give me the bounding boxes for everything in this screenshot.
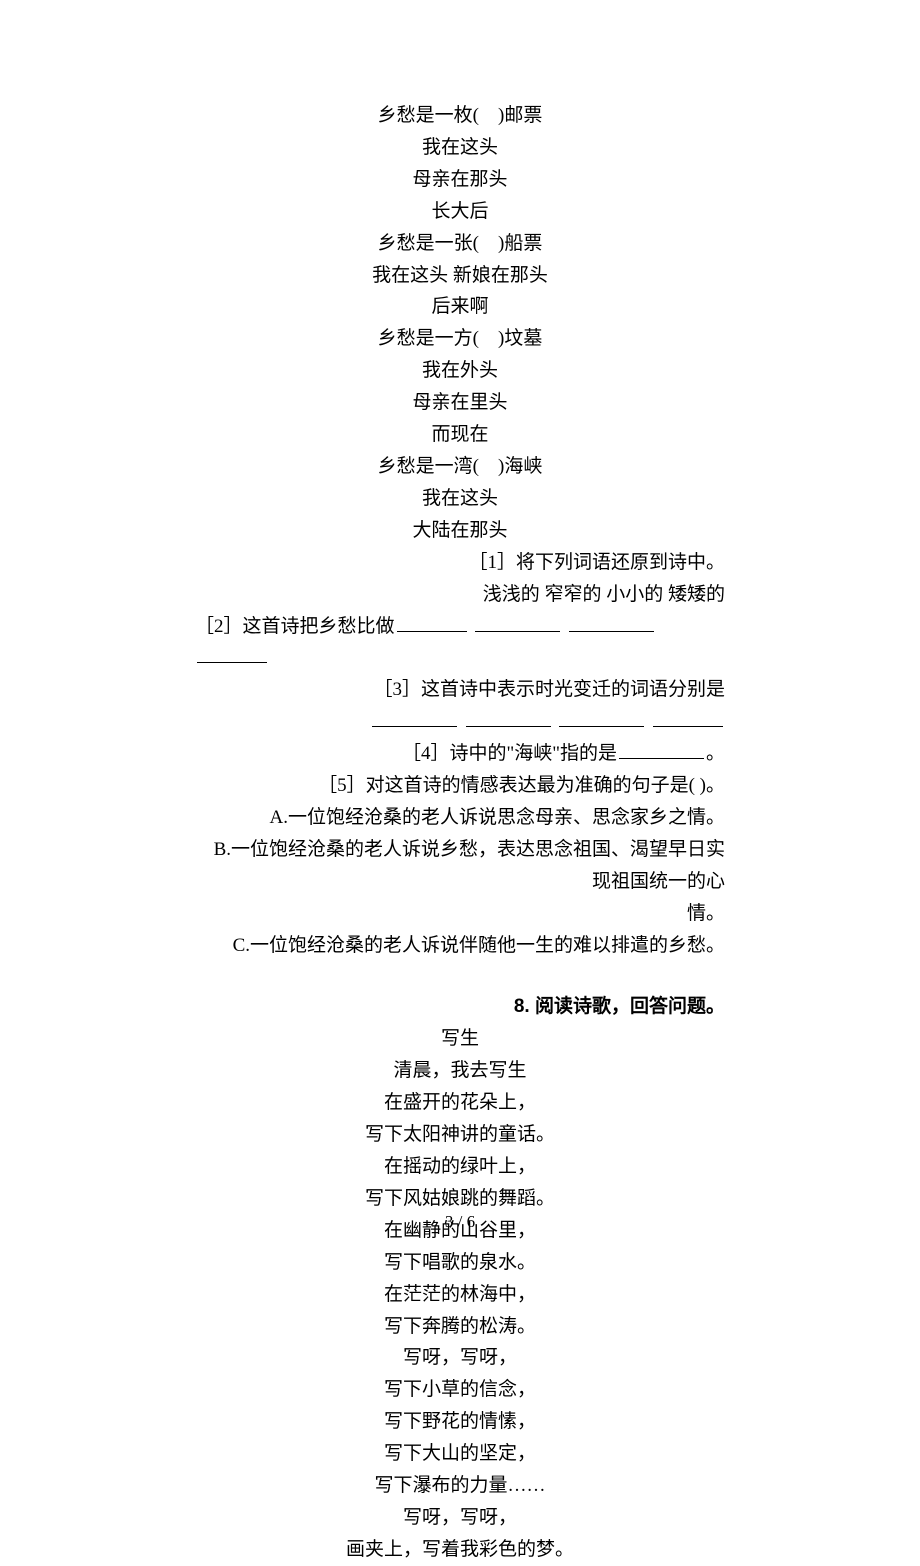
poem1-line-6: 我在这头 新娘在那头	[195, 260, 725, 292]
q1-line1: ［1］将下列词语还原到诗中。	[195, 547, 725, 579]
poem2-title: 写生	[195, 1023, 725, 1055]
poem2-line-11: 写下小草的信念，	[195, 1374, 725, 1406]
poem2-line-5: 写下风姑娘跳的舞蹈。	[195, 1183, 725, 1215]
q3-blank-2	[466, 706, 551, 727]
poem1-line-1: 乡愁是一枚( )邮票	[195, 100, 725, 132]
poem2-line-7: 写下唱歌的泉水。	[195, 1247, 725, 1279]
q5-option-a: A.一位饱经沧桑的老人诉说思念母亲、思念家乡之情。	[195, 802, 725, 834]
poem1-line-4: 长大后	[195, 196, 725, 228]
q3-blanks	[195, 706, 725, 738]
q4-suffix: 。	[706, 743, 725, 764]
poem2-line-2: 在盛开的花朵上，	[195, 1087, 725, 1119]
poem2-line-14: 写下瀑布的力量……	[195, 1470, 725, 1502]
poem2-line-4: 在摇动的绿叶上，	[195, 1151, 725, 1183]
q4-line: ［4］诗中的"海峡"指的是 。	[195, 738, 725, 770]
q5-option-c: C.一位饱经沧桑的老人诉说伴随他一生的难以排遣的乡愁。	[195, 930, 725, 962]
q5-option-b-l2: 情。	[195, 898, 725, 930]
poem1-line-8: 乡愁是一方( )坟墓	[195, 323, 725, 355]
poem2-line-12: 写下野花的情愫，	[195, 1406, 725, 1438]
poem2-line-8: 在茫茫的林海中，	[195, 1279, 725, 1311]
poem1-line-7: 后来啊	[195, 291, 725, 323]
q2-blank-4	[197, 643, 267, 664]
section-8-heading: 8. 阅读诗歌，回答问题。	[195, 991, 725, 1023]
poem1-line-5: 乡愁是一张( )船票	[195, 228, 725, 260]
poem2-line-10: 写呀，写呀，	[195, 1342, 725, 1374]
poem2-line-15: 写呀，写呀，	[195, 1502, 725, 1534]
q2-line: ［2］这首诗把乡愁比做	[195, 611, 725, 675]
q1-line2: 浅浅的 窄窄的 小小的 矮矮的	[195, 579, 725, 611]
q3-blank-1	[372, 706, 457, 727]
q2-blank-3	[569, 611, 654, 632]
poem1-line-13: 我在这头	[195, 483, 725, 515]
poem1-line-11: 而现在	[195, 419, 725, 451]
q2-blank-2	[475, 611, 560, 632]
poem2-line-1: 清晨，我去写生	[195, 1055, 725, 1087]
poem1-line-10: 母亲在里头	[195, 387, 725, 419]
poem2-line-13: 写下大山的坚定，	[195, 1438, 725, 1470]
q4-prefix: ［4］诗中的"海峡"指的是	[402, 743, 617, 764]
q3-blank-4	[653, 706, 723, 727]
poem2-line-9: 写下奔腾的松涛。	[195, 1311, 725, 1343]
poem2-line-3: 写下太阳神讲的童话。	[195, 1119, 725, 1151]
q5-stem: ［5］对这首诗的情感表达最为准确的句子是( )。	[195, 770, 725, 802]
q4-blank	[619, 738, 704, 759]
q5-option-b-l1: B.一位饱经沧桑的老人诉说乡愁，表达思念祖国、渴望早日实现祖国统一的心	[195, 834, 725, 898]
q2-blank-1	[397, 611, 467, 632]
page-number: 3 / 6	[0, 1212, 920, 1232]
poem1-line-2: 我在这头	[195, 132, 725, 164]
q3-blank-3	[559, 706, 644, 727]
poem1-line-12: 乡愁是一湾( )海峡	[195, 451, 725, 483]
poem2-line-16: 画夹上，写着我彩色的梦。	[195, 1534, 725, 1566]
q2-prefix: ［2］这首诗把乡愁比做	[195, 616, 395, 637]
poem1-line-9: 我在外头	[195, 355, 725, 387]
poem1-line-14: 大陆在那头	[195, 515, 725, 547]
poem1-line-3: 母亲在那头	[195, 164, 725, 196]
q3-text: ［3］这首诗中表示时光变迁的词语分别是	[195, 674, 725, 706]
